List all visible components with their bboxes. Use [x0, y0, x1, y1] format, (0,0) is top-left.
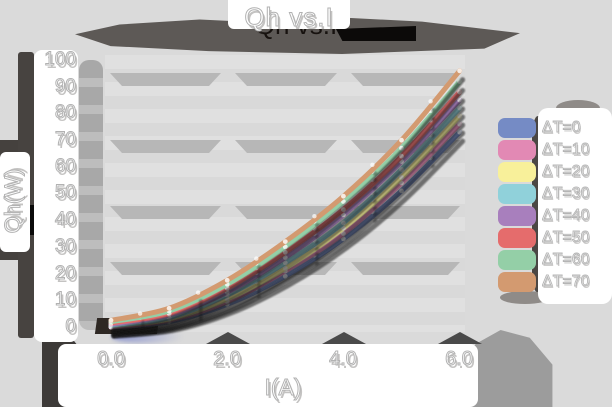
x-tick-shadow [438, 332, 482, 344]
legend-swatch [498, 250, 536, 270]
legend-label: ΔT=30 [542, 185, 591, 203]
legend-swatch [498, 118, 536, 138]
x-tick-label: 2.0 [213, 348, 242, 371]
x-tick-label: 4.0 [329, 348, 358, 371]
legend-swatch [498, 184, 536, 204]
y-tick-label: 90 [54, 76, 76, 97]
x-tick-label: 6.0 [445, 348, 474, 371]
legend-label: ΔT=40 [542, 207, 591, 225]
x-axis-label: I(A) [264, 374, 302, 401]
y-tick-label: 0 [65, 316, 77, 337]
legend-label: ΔT=10 [542, 141, 591, 159]
y-tick-label: 20 [54, 263, 76, 284]
x-tick-panel [58, 344, 478, 407]
legend-label: ΔT=60 [542, 251, 591, 269]
legend-swatch [498, 140, 536, 160]
y-tick-label: 30 [54, 236, 76, 257]
plot-area [105, 55, 465, 332]
x-tick-label: 0.0 [97, 348, 126, 371]
y-tick-label: 70 [54, 129, 76, 150]
gridline-band [110, 73, 460, 86]
y-tick-label: 50 [54, 182, 76, 203]
legend-label-column: ΔT=0 ΔT=10 ΔT=20 ΔT=30 ΔT=40 ΔT=50 ΔT=60… [542, 118, 610, 294]
gridline-band [110, 140, 460, 153]
legend-label: ΔT=50 [542, 229, 591, 247]
legend-shadow-bottom [500, 291, 550, 304]
y-tick-label: 40 [54, 209, 76, 230]
legend-label: ΔT=0 [542, 119, 582, 137]
title-drop-shadow-dark [336, 26, 416, 41]
legend-swatch [498, 206, 536, 226]
y-tick-panel [34, 50, 78, 342]
y-axis-label-panel [0, 152, 30, 252]
y-tick-label: 100 [44, 49, 77, 70]
legend-swatch [498, 228, 536, 248]
y-axis-label: Qh(W) [0, 168, 26, 234]
legend-label: ΔT=70 [542, 273, 591, 291]
chart-title: Qh vs.I [244, 2, 334, 33]
gridline-band [110, 206, 460, 219]
y-tick-label: 80 [54, 102, 76, 123]
y-tick-label: 10 [54, 289, 76, 310]
title-panel [228, 0, 350, 29]
legend-swatch-column [498, 118, 536, 294]
legend-panel [538, 108, 612, 304]
legend-label: ΔT=20 [542, 163, 591, 181]
gridline-band [110, 262, 460, 275]
y-tick-label: 60 [54, 156, 76, 177]
x-tick-shadow [322, 332, 366, 344]
legend-swatch [498, 272, 536, 292]
legend-swatch [498, 162, 536, 182]
origin-shadow-block [94, 318, 160, 334]
x-tick-shadow [206, 332, 250, 344]
y-tick-text-shadow-strip [79, 60, 103, 330]
